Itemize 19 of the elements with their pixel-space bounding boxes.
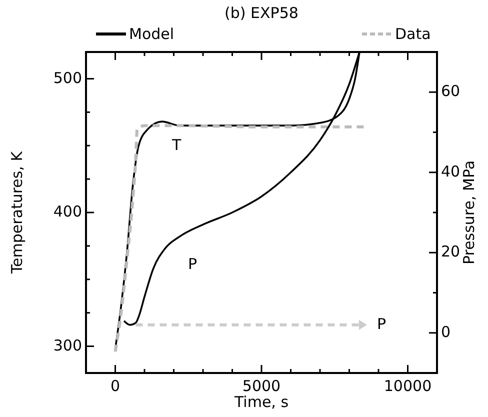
y-tick-label: 300 — [53, 336, 82, 354]
y2-tick-label: 0 — [441, 322, 451, 341]
y-axis-title: Temperatures, K — [8, 150, 26, 275]
y-tick-label: 400 — [53, 202, 82, 221]
y2-tick-label: 20 — [441, 242, 460, 261]
x-tick-label: 10000 — [384, 377, 432, 395]
legend-label: Model — [129, 25, 174, 43]
annotation: P — [377, 315, 386, 334]
annotation: P — [188, 255, 198, 274]
x-tick-label: 5000 — [242, 377, 281, 395]
legend-label: Data — [395, 25, 431, 43]
y2-tick-label: 60 — [441, 82, 460, 100]
chart-title: (b) EXP58 — [224, 4, 298, 22]
annotation: T — [171, 136, 182, 154]
y-tick-label: 500 — [53, 68, 82, 87]
y2-tick-label: 40 — [441, 162, 460, 180]
y2-axis-title: Pressure, MPa — [460, 160, 478, 265]
x-axis-title: Time, s — [233, 393, 289, 411]
x-tick-label: 0 — [110, 377, 120, 395]
